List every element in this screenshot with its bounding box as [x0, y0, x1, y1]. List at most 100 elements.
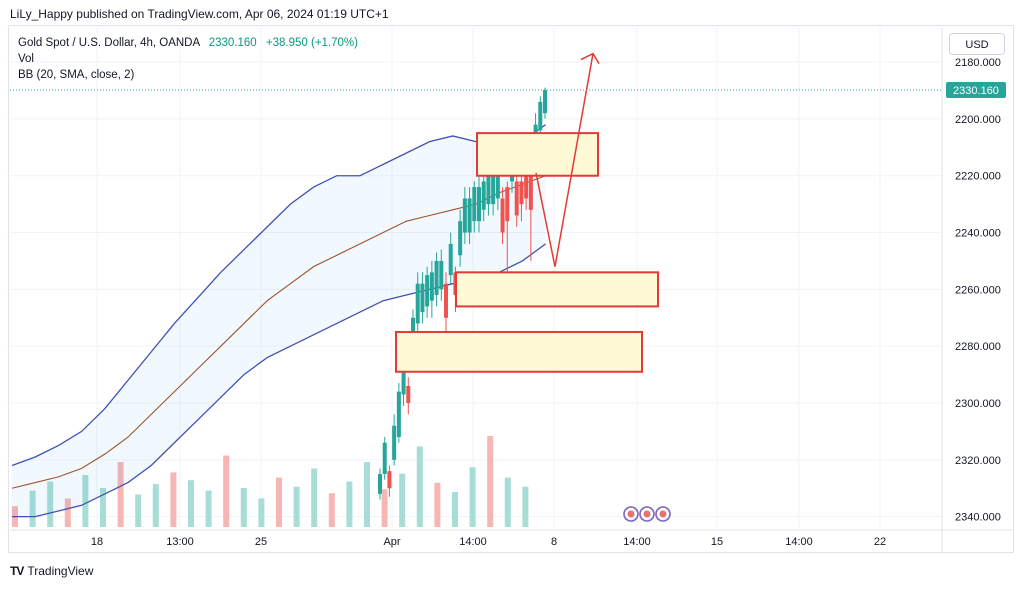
volume-bar — [346, 481, 353, 527]
candle-down — [500, 198, 505, 233]
symbol-title[interactable]: Gold Spot / U.S. Dollar, 4h, OANDA — [18, 37, 200, 49]
candle-up — [462, 198, 467, 233]
candle-up — [543, 90, 547, 114]
time-tick-label: 15 — [711, 536, 723, 548]
volume-bar — [328, 493, 335, 527]
candle-up — [472, 187, 477, 222]
candle-up — [481, 181, 486, 210]
candle-up — [458, 221, 463, 256]
volume-bar — [135, 494, 142, 527]
volume-bar — [100, 488, 106, 527]
volume-bar — [416, 446, 423, 527]
candle-up — [467, 198, 472, 233]
economic-event-icon-dot — [627, 510, 635, 518]
volume-bar — [487, 436, 494, 527]
publisher-line: LiLy_Happy published on TradingView.com,… — [10, 7, 389, 21]
volume-bar — [381, 489, 388, 527]
brand-name: TradingView — [27, 564, 94, 578]
candle-down — [524, 175, 529, 199]
candle-up — [429, 272, 434, 301]
volume-bar — [29, 490, 36, 527]
candle-down — [387, 471, 392, 489]
price-tick-label: 2200.000 — [955, 114, 1001, 126]
time-tick-label: 18 — [91, 536, 103, 548]
volume-bar — [152, 484, 159, 527]
candle-up — [538, 101, 543, 131]
candle-up — [415, 283, 420, 324]
bollinger-basis-line — [11, 175, 546, 489]
time-tick-label: 13:00 — [166, 536, 194, 548]
volume-bar — [276, 477, 282, 527]
candle-up — [434, 260, 439, 296]
volume-bar — [188, 480, 194, 527]
candle-up — [495, 167, 500, 199]
time-tick-label: 8 — [551, 536, 557, 548]
candle-down — [519, 181, 524, 205]
candle-up — [392, 425, 397, 460]
time-tick-label: 22 — [874, 536, 886, 548]
candle-up — [477, 187, 481, 222]
current-price-tag — [946, 82, 1006, 99]
price-tick-label: 2340.000 — [955, 512, 1001, 524]
volume-bar — [399, 473, 406, 527]
candle-up — [439, 260, 444, 290]
candle-up — [396, 391, 401, 438]
projection-arrow-line — [535, 53, 594, 267]
volume-bar — [311, 468, 318, 527]
volume-bar — [364, 462, 370, 527]
candle-up — [491, 170, 496, 205]
candle-down — [444, 283, 448, 318]
economic-event-icon-dot — [659, 510, 667, 518]
candle-up — [486, 175, 491, 205]
volume-bar — [240, 488, 247, 527]
time-tick-label: 14:00 — [785, 536, 813, 548]
footer-brand[interactable]: TV TradingView — [10, 564, 93, 578]
volume-bar — [293, 486, 300, 527]
price-tick-label: 2260.000 — [955, 284, 1001, 296]
candle-down — [505, 187, 510, 222]
volume-bar — [170, 472, 177, 527]
time-tick-label: 14:00 — [623, 536, 651, 548]
candle-up — [425, 275, 430, 307]
price-tick-label: 2280.000 — [955, 341, 1001, 353]
candle-up — [448, 243, 453, 276]
price-tick-label: 2220.000 — [955, 171, 1001, 183]
economic-event-icon-dot — [643, 510, 651, 518]
volume-bar — [205, 490, 212, 527]
volume-bar — [82, 475, 89, 527]
candle-up — [378, 474, 382, 494]
demand-zone-box — [476, 132, 599, 177]
candle-up — [382, 442, 387, 475]
legend: Gold Spot / U.S. Dollar, 4h, OANDA 2330.… — [18, 35, 358, 83]
current-price-tag-label: 2330.160 — [953, 85, 999, 97]
time-tick-label: 25 — [255, 536, 267, 548]
bollinger-upper-line — [11, 124, 546, 467]
time-tick-label: Apr — [383, 536, 400, 548]
current-price-value: 2330.160 — [208, 37, 257, 49]
volume-indicator-label[interactable]: Vol — [18, 53, 34, 65]
currency-button[interactable]: USD — [949, 33, 1005, 55]
volume-bar — [434, 482, 441, 527]
candle-down — [528, 175, 533, 210]
candle-down — [514, 181, 519, 216]
volume-bar — [469, 467, 476, 527]
candle-down — [406, 385, 411, 403]
bollinger-indicator-label[interactable]: BB (20, SMA, close, 2) — [18, 69, 135, 81]
volume-bar — [258, 498, 265, 527]
tradingview-logo-icon: TV — [10, 564, 24, 578]
demand-zone-box — [455, 271, 659, 308]
price-tick-label: 2180.000 — [955, 57, 1001, 69]
volume-bar — [223, 455, 230, 527]
volume-bar — [47, 481, 54, 527]
price-tick-label: 2320.000 — [955, 455, 1001, 467]
projection-arrow-head — [580, 52, 600, 64]
time-tick-label: 14:00 — [459, 536, 487, 548]
volume-bar — [452, 491, 458, 527]
price-change: +38.950 (+1.70%) — [265, 37, 358, 49]
bollinger-fill — [12, 124, 546, 517]
price-tick-label: 2240.000 — [955, 228, 1001, 240]
volume-bar — [522, 486, 529, 527]
price-tick-label: 2300.000 — [955, 398, 1001, 410]
volume-bar — [64, 498, 71, 527]
